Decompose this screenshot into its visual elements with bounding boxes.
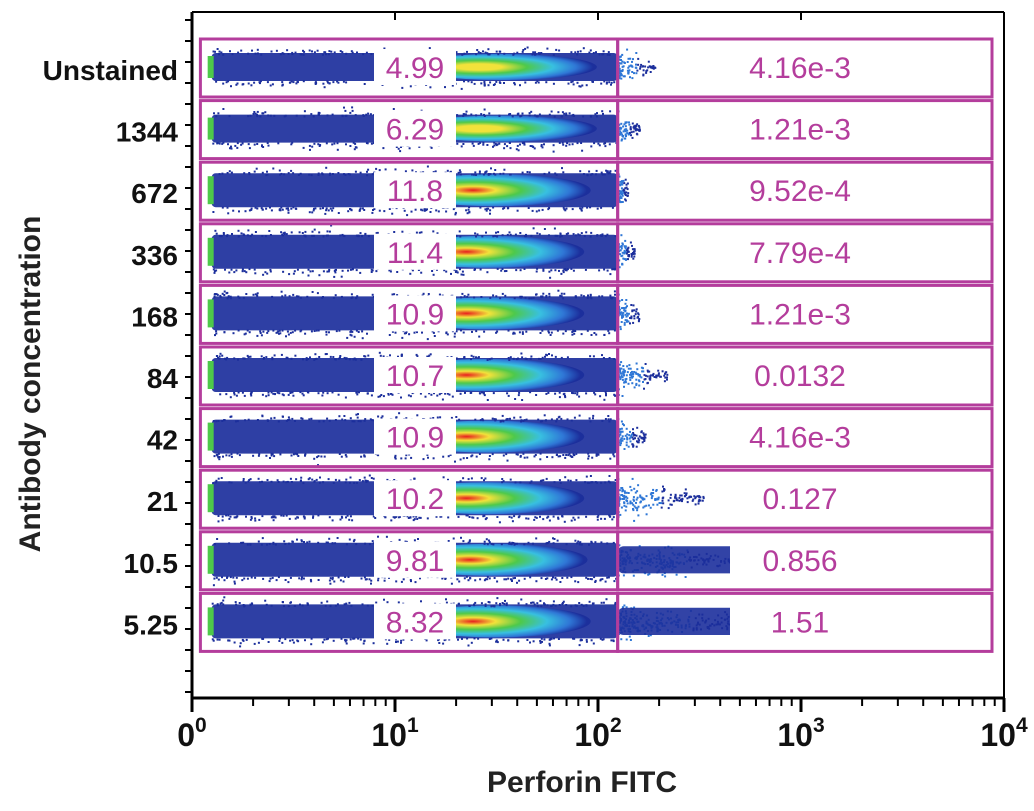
gate-right-percentage: 1.51 <box>730 603 870 640</box>
density-edge <box>207 117 214 140</box>
gate-left-percentage: 11.4 <box>374 233 456 270</box>
row-label: 10.5 <box>124 548 179 579</box>
population-row: 9.81 0.856 <box>198 530 994 592</box>
gate-right-percentage: 0.856 <box>730 541 870 578</box>
x-tick-label: 101 <box>371 714 419 753</box>
gate-right <box>616 160 994 222</box>
svg-text:1.51: 1.51 <box>771 606 829 639</box>
density-edge <box>207 56 214 78</box>
svg-text:10.7: 10.7 <box>386 360 444 393</box>
svg-text:0.127: 0.127 <box>762 483 837 516</box>
event-dots <box>215 351 669 401</box>
axes: Unstained 1344 672 336 168 84 42 21 10.5 5.25 00 10… <box>43 11 1028 753</box>
x-tick-label: 00 <box>177 714 206 753</box>
plot-area: 4.99 4.16e-3 6.29 1.21e-3 11.8 9.52e-4 11.4 7.7… <box>198 37 994 653</box>
gate-left-percentage: 11.8 <box>374 172 456 209</box>
row-label: 672 <box>131 178 178 209</box>
population-row: 10.9 1.21e-3 <box>198 283 994 345</box>
gate-left-percentage: 10.2 <box>374 480 456 517</box>
gate-right <box>616 345 994 407</box>
row-label: 84 <box>147 363 179 394</box>
svg-text:4.16e-3: 4.16e-3 <box>749 52 851 85</box>
population-row: 6.29 1.21e-3 <box>198 99 994 161</box>
gate-right-percentage: 1.21e-3 <box>730 110 870 147</box>
svg-text:0.856: 0.856 <box>762 545 837 578</box>
tail-band <box>617 607 756 635</box>
gate-right-percentage: 1.21e-3 <box>730 295 870 332</box>
population-row: 11.8 9.52e-4 <box>198 160 994 222</box>
gate-right <box>616 468 994 530</box>
density-edge <box>207 237 214 266</box>
svg-text:0.0132: 0.0132 <box>754 360 846 393</box>
event-dots <box>212 412 647 467</box>
gate-left-percentage: 4.99 <box>374 49 456 85</box>
svg-text:1.21e-3: 1.21e-3 <box>749 298 851 331</box>
gate-right <box>616 530 994 592</box>
gate-right-percentage: 7.79e-4 <box>730 233 870 270</box>
density-edge <box>207 545 214 574</box>
gate-right-percentage: 9.52e-4 <box>730 172 870 209</box>
population-row: 8.32 1.51 <box>198 591 994 653</box>
svg-text:10.9: 10.9 <box>386 298 444 331</box>
density-edge <box>207 484 214 513</box>
population-row: 4.99 4.16e-3 <box>198 37 994 99</box>
x-tick-label: 104 <box>980 714 1028 753</box>
svg-text:1.21e-3: 1.21e-3 <box>749 114 851 147</box>
row-label: 168 <box>131 301 178 332</box>
event-dots <box>213 289 641 341</box>
svg-text:11.8: 11.8 <box>387 175 443 208</box>
gate-right <box>616 407 994 469</box>
gate-right-percentage: 4.16e-3 <box>730 418 870 455</box>
gate-left-percentage: 9.81 <box>374 541 456 578</box>
event-dots <box>212 224 636 279</box>
x-tick-label: 102 <box>574 714 621 753</box>
gate-right-percentage: 0.127 <box>730 480 870 517</box>
svg-text:11.4: 11.4 <box>387 237 443 270</box>
gate-left-percentage: 6.29 <box>374 110 456 147</box>
gate-right-percentage: 0.0132 <box>730 357 870 393</box>
gate-right <box>616 99 994 161</box>
gate-left-percentage: 10.7 <box>374 357 456 393</box>
population-row: 10.9 4.16e-3 <box>198 407 994 469</box>
svg-text:10.9: 10.9 <box>386 422 444 455</box>
density-edge <box>207 361 214 389</box>
tail-band <box>617 546 750 574</box>
gate-right <box>616 283 994 345</box>
x-axis-label: Perforin FITC <box>487 766 677 799</box>
svg-text:4.99: 4.99 <box>386 52 444 85</box>
svg-text:4.16e-3: 4.16e-3 <box>749 422 851 455</box>
density-edge <box>207 176 214 205</box>
svg-text:7.79e-4: 7.79e-4 <box>749 237 851 270</box>
population-row: 10.2 0.127 <box>198 468 994 530</box>
row-label: Unstained <box>43 55 178 86</box>
population-row: 11.4 7.79e-4 <box>198 222 994 284</box>
gate-right-percentage: 4.16e-3 <box>730 49 870 85</box>
row-label: 336 <box>131 240 178 271</box>
density-edge <box>207 607 214 636</box>
gate-left-percentage: 8.32 <box>374 603 456 640</box>
gate-right <box>616 222 994 284</box>
x-tick-label: 103 <box>777 714 824 753</box>
svg-text:8.32: 8.32 <box>386 606 444 639</box>
row-label: 1344 <box>116 117 179 148</box>
gate-right <box>616 37 994 99</box>
event-dots <box>212 165 630 217</box>
row-label: 5.25 <box>124 609 179 640</box>
svg-text:10.2: 10.2 <box>386 483 444 516</box>
population-row: 10.7 0.0132 <box>198 345 994 407</box>
gate-left-percentage: 10.9 <box>374 295 456 332</box>
gate-left-percentage: 10.9 <box>374 418 456 455</box>
row-label: 42 <box>147 425 178 456</box>
density-edge <box>207 299 214 328</box>
row-label: 21 <box>147 486 178 517</box>
y-axis-label: Antibody concentration <box>14 216 47 553</box>
svg-text:9.52e-4: 9.52e-4 <box>749 175 851 208</box>
density-edge <box>207 422 214 451</box>
svg-text:6.29: 6.29 <box>386 114 444 147</box>
gate-right <box>616 591 994 653</box>
svg-text:9.81: 9.81 <box>386 545 444 578</box>
